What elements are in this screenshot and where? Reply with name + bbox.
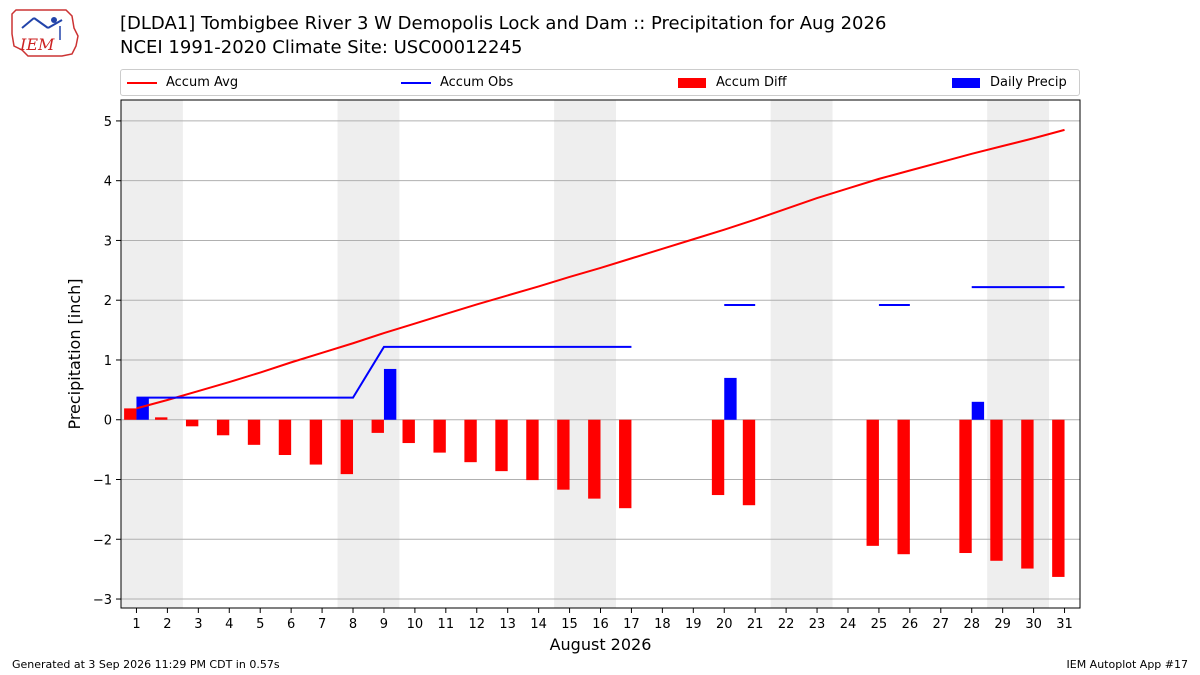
x-tick-label: 13 [499,617,516,632]
logo-text: IEM [19,35,55,54]
x-tick-label: 22 [778,617,795,632]
accum-diff-bar-6 [278,419,292,456]
accum-avg-line [136,128,1065,410]
x-tick-label: 6 [287,617,295,632]
accum-diff-bar-17 [619,419,632,509]
accum-diff-bar-4 [216,419,230,436]
x-tick-label: 3 [194,617,202,632]
accum-diff-bar-25 [866,419,879,546]
accum-diff-bar-28 [959,419,972,554]
chart-title: [DLDA1] Tombigbee River 3 W Demopolis Lo… [120,13,887,34]
x-tick-label: 10 [407,617,424,632]
accum-diff-bar-11 [433,419,446,453]
x-tick-label: 18 [654,617,671,632]
x-axis-label: August 2026 [550,635,652,654]
legend-item-accum-avg: Accum Avg [127,70,238,95]
legend-swatch-accum-avg [127,81,157,84]
legend-label-accum-avg: Accum Avg [166,75,239,90]
accum-diff-bar-5 [247,419,261,445]
accum-diff-bar-10 [402,419,415,444]
legend-item-accum-obs: Accum Obs [401,70,513,95]
x-tick-label: 21 [747,617,764,632]
accum-diff-bar-21 [742,419,756,506]
accum-diff-bar-20 [711,419,725,496]
accum-diff-bar-14 [526,419,539,481]
accum-diff-bar-29 [990,419,1003,561]
weekend-band-3 [554,100,616,608]
x-tick-label: 29 [994,617,1011,632]
y-tick-label: −2 [93,533,112,548]
y-tick-label: 4 [104,175,112,190]
accum-obs-line-1 [136,345,632,399]
footer-app: IEM Autoplot App #17 [1066,658,1189,671]
accum-diff-bar-15 [557,419,570,490]
chart-subtitle: NCEI 1991-2020 Climate Site: USC00012245 [120,37,523,58]
weekend-band-4 [770,100,833,608]
iem-logo: IEM [11,9,79,57]
legend-label-accum-obs: Accum Obs [440,75,514,90]
x-tick-label: 19 [685,617,702,632]
legend-swatch-daily-precip [952,77,980,88]
x-tick-label: 24 [840,617,857,632]
y-axis-label: Precipitation [inch] [65,278,84,429]
x-tick-label: 2 [163,617,171,632]
x-tick-label: 26 [902,617,919,632]
accum-diff-bar-9 [371,419,384,433]
legend-swatch-accum-obs [401,81,431,84]
y-tick-label: −1 [93,474,112,489]
legend-label-accum-diff: Accum Diff [716,75,787,90]
accum-diff-bar-30 [1021,419,1034,569]
accum-diff-bar-2 [155,417,168,420]
y-tick-label: 3 [104,234,112,249]
legend-item-daily-precip: Daily Precip [952,70,1067,95]
x-tick-label: 14 [530,617,547,632]
footer-generated: Generated at 3 Sep 2026 11:29 PM CDT in … [12,658,280,671]
y-tick-label: 2 [104,294,112,309]
x-tick-label: 15 [561,617,578,632]
accum-diff-bar-16 [588,419,601,499]
y-tick-label: −3 [93,593,112,608]
accum-diff-bar-26 [897,419,910,555]
x-tick-label: 31 [1056,617,1073,632]
accum-diff-bar-13 [495,419,508,472]
x-tick-label: 5 [256,617,264,632]
x-tick-label: 4 [225,617,233,632]
daily-precip-bar-28 [971,401,985,420]
x-tick-label: 11 [438,617,455,632]
x-tick-label: 28 [963,617,980,632]
x-tick-label: 20 [716,617,733,632]
accum-diff-bar-31 [1052,419,1065,577]
y-tick-label: 5 [104,115,112,130]
plot-frame [120,99,1081,609]
x-tick-label: 23 [809,617,826,632]
x-tick-label: 12 [468,617,485,632]
x-tick-label: 27 [933,617,950,632]
x-tick-label: 17 [623,617,640,632]
x-tick-label: 8 [349,617,357,632]
accum-diff-bar-7 [309,419,323,465]
y-tick-label: 0 [104,414,112,429]
accum-diff-bar-8 [340,419,354,475]
daily-precip-bar-9 [383,368,397,420]
accum-diff-bar-12 [464,419,477,463]
x-tick-label: 1 [132,617,140,632]
weekend-band-2 [337,100,400,608]
x-tick-label: 7 [318,617,326,632]
legend-label-daily-precip: Daily Precip [990,75,1067,90]
x-tick-label: 9 [380,617,388,632]
weekend-band-1 [121,100,183,608]
x-tick-label: 16 [592,617,609,632]
y-tick-label: 1 [104,354,112,369]
legend-swatch-accum-diff [678,77,706,88]
daily-precip-bar-20 [724,377,737,420]
x-tick-label: 30 [1025,617,1042,632]
accum-diff-bar-3 [185,419,199,427]
accum-diff-bar-1 [124,408,137,420]
legend-item-accum-diff: Accum Diff [678,70,787,95]
chart-legend: Accum Avg Accum Obs Accum Diff Daily Pre… [120,69,1080,96]
daily-precip-bar-1 [136,397,149,420]
x-tick-label: 25 [871,617,888,632]
